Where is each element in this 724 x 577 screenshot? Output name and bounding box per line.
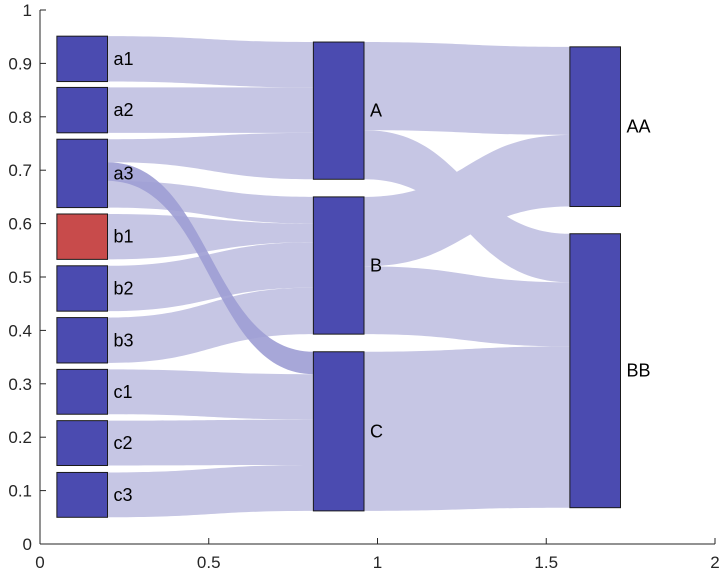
x-tick-label: 0.5 [197, 553, 221, 572]
link-b1-B [107, 213, 314, 260]
y-tick-label: 0.7 [8, 161, 32, 180]
node-a2 [56, 86, 108, 134]
link-B-AA [364, 134, 570, 267]
node-c1 [56, 368, 108, 415]
link-a1-A [107, 36, 314, 88]
node-label-b3: b3 [114, 330, 134, 350]
y-tick-label: 0.9 [8, 54, 32, 73]
y-tick-label: 0.2 [8, 428, 32, 447]
y-tick-label: 0 [23, 535, 32, 554]
y-tick-label: 0.6 [8, 215, 32, 234]
node-label-b2: b2 [114, 278, 134, 298]
axes: 0 0.1 0.2 0.3 0.4 0.5 0.6 0.7 0.8 0.9 1 0 0.5 1 1.5 2 [8, 1, 719, 572]
link-C-BB [364, 346, 570, 511]
node-c2 [56, 420, 108, 467]
node-label-c3: c3 [114, 485, 133, 505]
node-label-a3: a3 [114, 163, 134, 183]
links-layer [107, 36, 570, 518]
y-tick-label: 0.4 [8, 321, 32, 340]
link-b3-B [107, 287, 314, 363]
node-C [312, 351, 365, 512]
x-tick-label: 2 [710, 553, 719, 572]
node-label-A: A [370, 101, 382, 121]
node-label-a1: a1 [114, 49, 134, 69]
node-a3 [56, 138, 108, 209]
link-c1-C [107, 369, 314, 420]
y-tick-label: 0.8 [8, 108, 32, 127]
y-tick-label: 0.1 [8, 482, 32, 501]
x-tick-label: 1 [373, 553, 382, 572]
x-tick-label: 1.5 [534, 553, 558, 572]
link-a3-C [107, 162, 314, 375]
node-B [312, 196, 365, 335]
y-tick-label: 0.3 [8, 375, 32, 394]
node-label-BB: BB [627, 361, 651, 381]
node-c3 [56, 471, 108, 518]
link-a2-A [107, 87, 314, 133]
node-b3 [56, 317, 108, 364]
link-A-AA [364, 42, 570, 135]
node-label-a2: a2 [114, 100, 134, 120]
node-label-c1: c1 [114, 382, 133, 402]
link-B-BB [364, 266, 570, 347]
y-tick-label: 0.5 [8, 268, 32, 287]
node-b1 [56, 213, 108, 260]
y-tick-label: 1 [23, 1, 32, 20]
node-label-b1: b1 [114, 227, 134, 247]
node-b2 [56, 265, 108, 312]
link-a3-A [107, 132, 314, 180]
node-label-AA: AA [627, 117, 651, 137]
node-A [312, 41, 365, 180]
node-label-C: C [370, 421, 383, 441]
node-label-B: B [370, 256, 382, 276]
node-label-c2: c2 [114, 433, 133, 453]
node-AA [569, 46, 621, 208]
link-c2-C [107, 419, 314, 466]
x-tick-label: 0 [35, 553, 44, 572]
nodes-layer: a1 a2 a3 b1 b2 b3 c1 c2 c3 A B C AA BB [56, 35, 651, 518]
link-c3-C [107, 464, 314, 518]
node-a1 [56, 35, 108, 83]
node-BB [569, 233, 621, 509]
